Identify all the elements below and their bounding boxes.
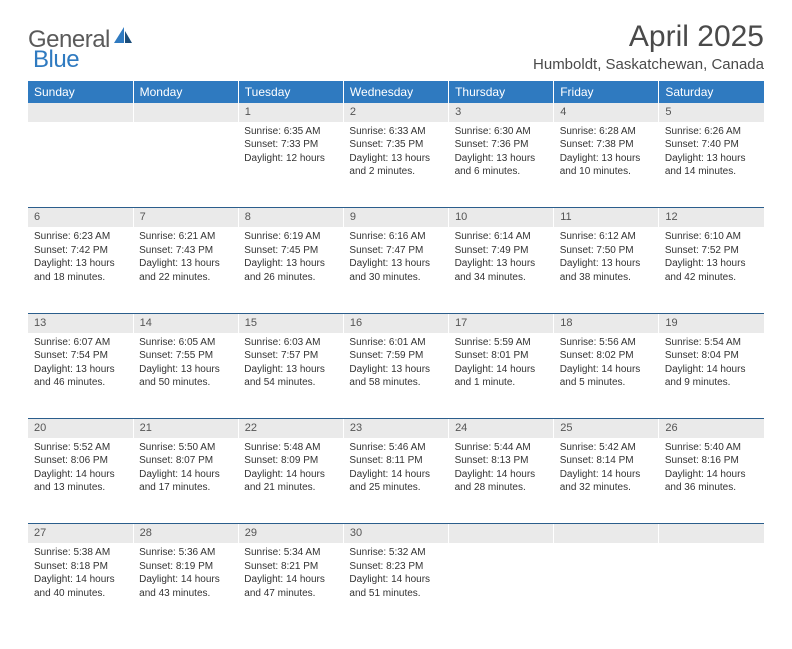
day-number-cell: 25 — [554, 419, 659, 438]
day-details-cell: Sunrise: 6:30 AMSunset: 7:36 PMDaylight:… — [449, 122, 554, 208]
day-number-cell: 10 — [449, 208, 554, 227]
day-details-cell: Sunrise: 6:19 AMSunset: 7:45 PMDaylight:… — [238, 227, 343, 313]
day-number-cell: 24 — [449, 419, 554, 438]
day-number-cell: 30 — [343, 524, 448, 543]
day-number-cell: 26 — [659, 419, 764, 438]
day-number-cell: 23 — [343, 419, 448, 438]
day-number-row: 6789101112 — [28, 208, 764, 227]
title-block: April 2025 Humboldt, Saskatchewan, Canad… — [533, 20, 764, 73]
day-number-cell: 11 — [554, 208, 659, 227]
day-number-cell: 21 — [133, 419, 238, 438]
day-number-cell: 1 — [238, 103, 343, 122]
day-number-cell: 3 — [449, 103, 554, 122]
day-details-cell: Sunrise: 5:56 AMSunset: 8:02 PMDaylight:… — [554, 333, 659, 419]
weekday-header-row: SundayMondayTuesdayWednesdayThursdayFrid… — [28, 81, 764, 103]
day-details-cell: Sunrise: 5:44 AMSunset: 8:13 PMDaylight:… — [449, 438, 554, 524]
day-number-cell: 18 — [554, 313, 659, 332]
day-number-cell: 8 — [238, 208, 343, 227]
day-details-cell — [133, 122, 238, 208]
day-number-cell: 13 — [28, 313, 133, 332]
weekday-header: Thursday — [449, 81, 554, 103]
weekday-header: Sunday — [28, 81, 133, 103]
day-details-cell: Sunrise: 6:21 AMSunset: 7:43 PMDaylight:… — [133, 227, 238, 313]
day-number-cell: 19 — [659, 313, 764, 332]
day-details-cell: Sunrise: 5:54 AMSunset: 8:04 PMDaylight:… — [659, 333, 764, 419]
day-number-cell — [554, 524, 659, 543]
day-number-cell: 22 — [238, 419, 343, 438]
day-number-cell: 12 — [659, 208, 764, 227]
logo-text-blue: Blue — [33, 46, 79, 73]
day-number-cell: 20 — [28, 419, 133, 438]
day-details-cell: Sunrise: 5:48 AMSunset: 8:09 PMDaylight:… — [238, 438, 343, 524]
day-details-cell — [449, 543, 554, 629]
day-number-cell — [449, 524, 554, 543]
day-details-cell: Sunrise: 5:40 AMSunset: 8:16 PMDaylight:… — [659, 438, 764, 524]
day-details-cell: Sunrise: 6:35 AMSunset: 7:33 PMDaylight:… — [238, 122, 343, 208]
day-details-cell: Sunrise: 6:33 AMSunset: 7:35 PMDaylight:… — [343, 122, 448, 208]
day-details-row: Sunrise: 6:35 AMSunset: 7:33 PMDaylight:… — [28, 122, 764, 208]
logo-sail-icon — [112, 25, 134, 50]
day-details-cell: Sunrise: 5:36 AMSunset: 8:19 PMDaylight:… — [133, 543, 238, 629]
day-number-cell: 16 — [343, 313, 448, 332]
day-details-cell: Sunrise: 6:26 AMSunset: 7:40 PMDaylight:… — [659, 122, 764, 208]
day-number-row: 27282930 — [28, 524, 764, 543]
header: General April 2025 Humboldt, Saskatchewa… — [28, 20, 764, 73]
day-details-cell — [554, 543, 659, 629]
day-details-cell: Sunrise: 6:28 AMSunset: 7:38 PMDaylight:… — [554, 122, 659, 208]
day-details-cell: Sunrise: 6:07 AMSunset: 7:54 PMDaylight:… — [28, 333, 133, 419]
day-details-cell: Sunrise: 5:50 AMSunset: 8:07 PMDaylight:… — [133, 438, 238, 524]
day-number-cell: 27 — [28, 524, 133, 543]
day-details-cell: Sunrise: 6:01 AMSunset: 7:59 PMDaylight:… — [343, 333, 448, 419]
day-details-row: Sunrise: 5:38 AMSunset: 8:18 PMDaylight:… — [28, 543, 764, 629]
day-number-cell: 9 — [343, 208, 448, 227]
month-title: April 2025 — [533, 20, 764, 54]
calendar-body: 12345 Sunrise: 6:35 AMSunset: 7:33 PMDay… — [28, 103, 764, 629]
day-details-cell: Sunrise: 6:05 AMSunset: 7:55 PMDaylight:… — [133, 333, 238, 419]
day-number-cell: 14 — [133, 313, 238, 332]
day-number-cell — [28, 103, 133, 122]
day-details-cell: Sunrise: 6:16 AMSunset: 7:47 PMDaylight:… — [343, 227, 448, 313]
day-number-cell: 5 — [659, 103, 764, 122]
weekday-header: Tuesday — [238, 81, 343, 103]
calendar-table: SundayMondayTuesdayWednesdayThursdayFrid… — [28, 81, 764, 629]
day-details-cell: Sunrise: 6:14 AMSunset: 7:49 PMDaylight:… — [449, 227, 554, 313]
day-details-row: Sunrise: 6:23 AMSunset: 7:42 PMDaylight:… — [28, 227, 764, 313]
day-number-cell: 7 — [133, 208, 238, 227]
day-details-cell: Sunrise: 5:52 AMSunset: 8:06 PMDaylight:… — [28, 438, 133, 524]
day-details-cell: Sunrise: 5:34 AMSunset: 8:21 PMDaylight:… — [238, 543, 343, 629]
day-details-cell — [28, 122, 133, 208]
day-number-cell: 2 — [343, 103, 448, 122]
day-number-cell: 6 — [28, 208, 133, 227]
day-details-cell: Sunrise: 5:59 AMSunset: 8:01 PMDaylight:… — [449, 333, 554, 419]
day-number-cell — [659, 524, 764, 543]
day-details-row: Sunrise: 5:52 AMSunset: 8:06 PMDaylight:… — [28, 438, 764, 524]
day-details-row: Sunrise: 6:07 AMSunset: 7:54 PMDaylight:… — [28, 333, 764, 419]
weekday-header: Monday — [133, 81, 238, 103]
day-number-cell: 28 — [133, 524, 238, 543]
weekday-header: Friday — [554, 81, 659, 103]
location: Humboldt, Saskatchewan, Canada — [533, 56, 764, 73]
day-details-cell — [659, 543, 764, 629]
day-details-cell: Sunrise: 6:10 AMSunset: 7:52 PMDaylight:… — [659, 227, 764, 313]
day-details-cell: Sunrise: 6:03 AMSunset: 7:57 PMDaylight:… — [238, 333, 343, 419]
weekday-header: Saturday — [659, 81, 764, 103]
day-number-cell: 4 — [554, 103, 659, 122]
day-number-cell: 17 — [449, 313, 554, 332]
day-number-cell — [133, 103, 238, 122]
day-number-cell: 15 — [238, 313, 343, 332]
day-number-row: 20212223242526 — [28, 419, 764, 438]
logo-text-blue-wrap: Blue — [33, 46, 79, 74]
day-details-cell: Sunrise: 5:46 AMSunset: 8:11 PMDaylight:… — [343, 438, 448, 524]
day-details-cell: Sunrise: 6:23 AMSunset: 7:42 PMDaylight:… — [28, 227, 133, 313]
day-number-row: 12345 — [28, 103, 764, 122]
weekday-header: Wednesday — [343, 81, 448, 103]
day-number-cell: 29 — [238, 524, 343, 543]
day-details-cell: Sunrise: 5:38 AMSunset: 8:18 PMDaylight:… — [28, 543, 133, 629]
day-details-cell: Sunrise: 5:32 AMSunset: 8:23 PMDaylight:… — [343, 543, 448, 629]
day-number-row: 13141516171819 — [28, 313, 764, 332]
day-details-cell: Sunrise: 6:12 AMSunset: 7:50 PMDaylight:… — [554, 227, 659, 313]
day-details-cell: Sunrise: 5:42 AMSunset: 8:14 PMDaylight:… — [554, 438, 659, 524]
